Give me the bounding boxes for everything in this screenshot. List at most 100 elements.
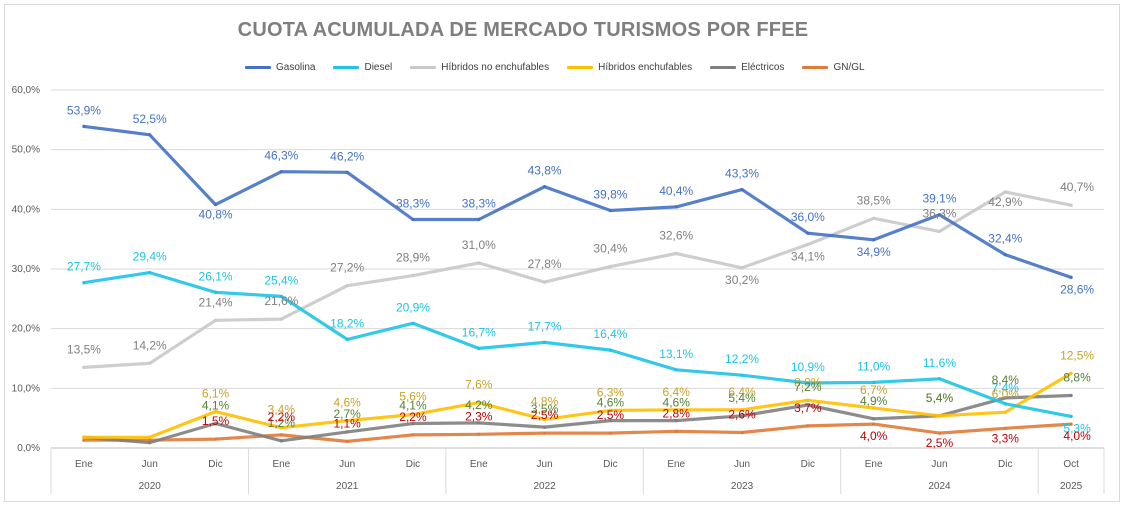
data-point: [542, 431, 547, 435]
data-point: [740, 430, 744, 435]
legend-label: Híbridos no enchufables: [441, 62, 550, 73]
x-tick-label: Ene: [667, 459, 685, 470]
series-line: [82, 393, 1073, 445]
data-label: 1,1%: [333, 416, 361, 430]
data-point: [1069, 393, 1073, 398]
data-point: [674, 418, 678, 423]
data-label: 46,3%: [264, 149, 298, 163]
data-point: [674, 429, 678, 433]
data-label: 34,9%: [857, 245, 891, 259]
data-point: [806, 231, 810, 235]
legend-label: Diesel: [364, 62, 393, 73]
data-label: 36,0%: [791, 210, 825, 224]
y-tick-label: 40,0%: [12, 204, 40, 215]
data-point: [279, 433, 283, 437]
legend-label: Gasolina: [276, 62, 316, 73]
data-label: 32,4%: [988, 232, 1022, 246]
data-point: [411, 433, 415, 437]
data-label: 30,2%: [725, 273, 759, 287]
data-label: 7,4%: [992, 381, 1020, 395]
data-label: 6,4%: [728, 385, 756, 399]
data-label: 2,3%: [465, 409, 493, 423]
data-label: 18,2%: [330, 316, 364, 330]
data-point: [148, 361, 152, 365]
data-label: 14,2%: [133, 338, 167, 352]
data-label: 16,7%: [462, 325, 496, 339]
data-label: 11,0%: [857, 359, 890, 373]
y-tick-label: 50,0%: [12, 145, 40, 156]
data-point: [411, 421, 415, 426]
data-label: 25,4%: [264, 273, 298, 287]
data-point: [1003, 410, 1007, 414]
data-label: 30,4%: [593, 242, 627, 256]
series-line: [82, 271, 1073, 418]
year-label: 2023: [731, 481, 754, 492]
data-point: [477, 346, 481, 350]
data-point: [542, 340, 547, 344]
data-label: 4,0%: [1063, 429, 1091, 443]
data-point: [345, 439, 349, 444]
data-point: [937, 414, 942, 418]
data-point: [1069, 422, 1073, 426]
data-point: [82, 281, 86, 285]
series-line: [82, 371, 1073, 439]
series-line: [82, 124, 1073, 279]
data-label: 5,4%: [926, 391, 954, 405]
x-tick-label: Dic: [406, 459, 420, 470]
data-point: [345, 418, 349, 423]
data-label: 39,8%: [593, 188, 627, 202]
data-point: [82, 124, 86, 128]
x-tick-label: Dic: [998, 459, 1012, 470]
legend-item: Diesel: [333, 62, 392, 73]
data-label: 29,4%: [133, 250, 167, 264]
data-label: 7,2%: [794, 380, 822, 394]
y-tick-label: 60,0%: [12, 85, 40, 96]
data-label: 21,4%: [199, 295, 233, 309]
data-point: [872, 422, 876, 426]
legend-label: Eléctricos: [741, 62, 785, 73]
legend-swatch: [245, 66, 271, 69]
data-label: 38,3%: [462, 196, 496, 210]
data-point: [411, 321, 415, 325]
data-label: 7,6%: [465, 378, 493, 392]
data-point: [740, 414, 744, 418]
data-point: [477, 401, 481, 405]
data-point: [1003, 190, 1007, 194]
data-label: 40,7%: [1060, 180, 1094, 194]
data-label: 6,3%: [597, 385, 625, 399]
data-point: [806, 424, 810, 428]
data-point: [1069, 203, 1073, 207]
year-label: 2020: [139, 481, 162, 492]
legend-swatch: [333, 66, 360, 69]
data-point: [674, 205, 678, 209]
data-point: [937, 229, 942, 234]
data-label: 6,1%: [202, 387, 230, 401]
data-point: [740, 266, 744, 270]
data-point: [213, 421, 218, 426]
data-label: 8,4%: [992, 373, 1020, 387]
data-label: 2,6%: [728, 407, 756, 421]
x-tick-label: Oct: [1063, 459, 1079, 470]
x-tick-label: Ene: [470, 459, 488, 470]
x-tick-label: Dic: [801, 459, 815, 470]
data-point: [872, 380, 876, 384]
x-tick-label: Ene: [865, 459, 883, 470]
year-label: 2025: [1060, 481, 1083, 492]
data-label: 12,5%: [1060, 348, 1094, 362]
legend-swatch: [567, 66, 594, 69]
data-point: [148, 270, 152, 275]
data-point: [542, 185, 547, 189]
data-point: [1003, 253, 1007, 257]
data-point: [213, 318, 218, 322]
data-label: 32,6%: [659, 228, 693, 242]
data-label: 42,9%: [988, 195, 1022, 209]
data-label: 2,5%: [926, 436, 954, 450]
data-label: 4,6%: [663, 396, 691, 410]
data-point: [608, 265, 613, 269]
y-tick-label: 30,0%: [12, 264, 40, 275]
legend-swatch: [410, 66, 437, 69]
year-label: 2024: [928, 481, 951, 492]
x-tick-label: Dic: [603, 459, 617, 470]
data-label: 4,2%: [465, 398, 493, 412]
